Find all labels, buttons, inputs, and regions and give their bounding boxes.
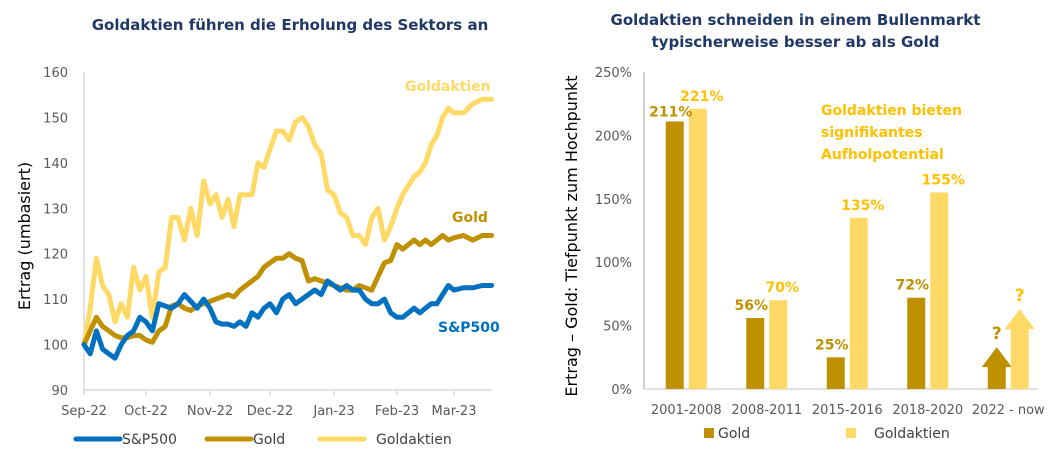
line-x-tick-label: Dec-22 bbox=[247, 404, 293, 419]
bar-y-tick-label: 100% bbox=[595, 256, 632, 271]
line-y-tick-label: 140 bbox=[43, 157, 68, 172]
bar-x-tick-label: 2018-2020 bbox=[892, 403, 963, 418]
bar-value-label: 72% bbox=[895, 278, 929, 294]
series-line-gold bbox=[81, 233, 495, 348]
line-y-tick-label: 90 bbox=[51, 384, 68, 399]
bar-x-tick-label: 2022 - now bbox=[972, 403, 1045, 418]
annotation-text: Goldaktien bieten bbox=[821, 103, 962, 119]
bar-goldaktien bbox=[688, 108, 707, 389]
line-x-tick-label: Oct-22 bbox=[124, 404, 168, 419]
bar-y-tick-label: 50% bbox=[603, 320, 632, 335]
legend-label: Goldaktien bbox=[376, 432, 452, 448]
bar-value-label: ? bbox=[1015, 286, 1025, 306]
bar-goldaktien bbox=[930, 192, 949, 389]
bar-chart-title: Goldaktien schneiden in einem Bullenmark… bbox=[540, 9, 1051, 53]
bar-y-tick-label: 0% bbox=[611, 383, 632, 398]
bar-y-tick-label: 200% bbox=[595, 129, 632, 144]
line-y-tick-label: 130 bbox=[43, 202, 68, 217]
annotation-text: Aufholpotential bbox=[821, 147, 944, 163]
bar-goldaktien bbox=[769, 300, 788, 389]
bar-value-label: 25% bbox=[815, 337, 849, 353]
line-y-axis-title: Ertrag (umbasiert) bbox=[15, 162, 34, 310]
arrow-up-icon bbox=[1004, 309, 1035, 389]
bar-gold bbox=[665, 121, 684, 390]
bar-y-tick-label: 150% bbox=[595, 193, 632, 208]
bar-goldaktien bbox=[849, 217, 868, 389]
series-end-label: S&P500 bbox=[438, 320, 500, 336]
bar-gold bbox=[907, 297, 926, 389]
arrow-up-icon bbox=[981, 347, 1012, 389]
legend-label: Goldaktien bbox=[874, 426, 950, 442]
bar-value-label: 70% bbox=[765, 280, 799, 296]
bar-value-label: 211% bbox=[649, 104, 692, 120]
series-line-goldaktien bbox=[81, 96, 495, 348]
line-chart: Ertrag (umbasiert) 90 100 110 120 130 140 150 1… bbox=[15, 66, 500, 448]
bar-y-axis-title: Ertrag – Gold: Tiefpunkt zum Hochpunkt bbox=[562, 75, 581, 396]
line-y-tick-label: 100 bbox=[43, 339, 68, 354]
bar-chart: Ertrag – Gold: Tiefpunkt zum Hochpunkt 0… bbox=[562, 66, 1045, 442]
bar-x-tick-label: 2001-2008 bbox=[651, 403, 722, 418]
annotation-text: signifikantes bbox=[821, 125, 923, 141]
line-x-tick-label: Mar-23 bbox=[432, 404, 477, 419]
legend-label: S&P500 bbox=[122, 432, 177, 448]
bar-chart-title-line-1: Goldaktien schneiden in einem Bullenmark… bbox=[610, 11, 981, 29]
series-end-label: Gold bbox=[452, 210, 488, 226]
legend-swatch bbox=[704, 428, 714, 438]
bar-value-label: 155% bbox=[922, 172, 965, 188]
bar-value-label: 135% bbox=[841, 198, 884, 214]
line-y-tick-label: 160 bbox=[43, 66, 68, 81]
line-chart-title: Goldaktien führen die Erholung des Sekto… bbox=[91, 16, 489, 34]
line-x-tick-label: Nov-22 bbox=[187, 404, 233, 419]
line-x-tick-label: Jan-23 bbox=[312, 404, 354, 419]
bar-gold bbox=[826, 357, 845, 389]
line-y-tick-label: 120 bbox=[43, 248, 68, 263]
series-line-sp500 bbox=[81, 278, 495, 361]
line-y-tick-label: 150 bbox=[43, 111, 68, 126]
legend-label: Gold bbox=[253, 432, 285, 448]
bar-value-label: ? bbox=[992, 324, 1002, 344]
bar-chart-title-line-2: typischerweise besser ab als Gold bbox=[651, 33, 940, 51]
line-x-tick-label: Sep-22 bbox=[61, 404, 107, 419]
bar-value-label: 56% bbox=[734, 298, 768, 314]
bar-value-label: 221% bbox=[680, 89, 723, 105]
line-y-tick-label: 110 bbox=[43, 293, 68, 308]
bar-y-tick-label: 250% bbox=[595, 66, 632, 81]
bar-x-tick-label: 2008-2011 bbox=[731, 403, 802, 418]
legend-label: Gold bbox=[718, 426, 750, 442]
line-x-tick-label: Feb-23 bbox=[375, 404, 419, 419]
legend-swatch bbox=[846, 428, 856, 438]
bar-x-tick-label: 2015-2016 bbox=[812, 403, 883, 418]
series-end-label: Goldaktien bbox=[405, 79, 491, 95]
bar-gold bbox=[746, 317, 765, 389]
